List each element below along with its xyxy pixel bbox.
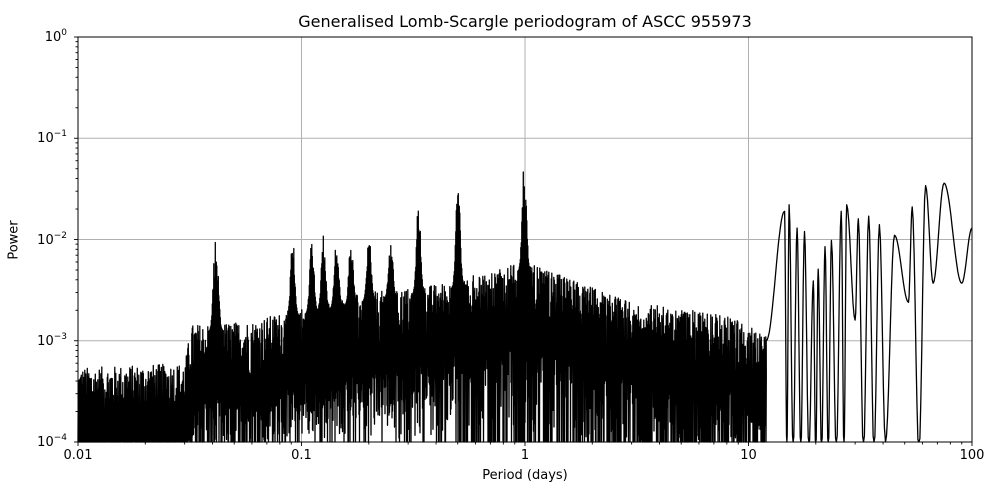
y-tick-label: 10−4 [37,432,67,451]
x-tick-label: 10 [740,448,757,463]
x-axis-label: Period (days) [482,468,568,483]
y-tick-label: 10−3 [37,331,67,350]
axes-frame [77,36,973,443]
y-tick-label: 100 [44,27,67,46]
x-tick-label: 100 [959,448,985,463]
periodogram-line [77,171,973,443]
chart-title: Generalised Lomb-Scargle periodogram of … [298,12,752,31]
x-tick-label: 0.1 [291,448,312,463]
y-tick-label: 10−2 [37,230,67,249]
y-tick-label: 10−1 [37,128,67,147]
x-tick-label: 0.01 [63,448,93,463]
axis-ticks [74,36,973,446]
y-axis-label: Power [6,220,22,260]
x-tick-label: 1 [520,448,530,463]
